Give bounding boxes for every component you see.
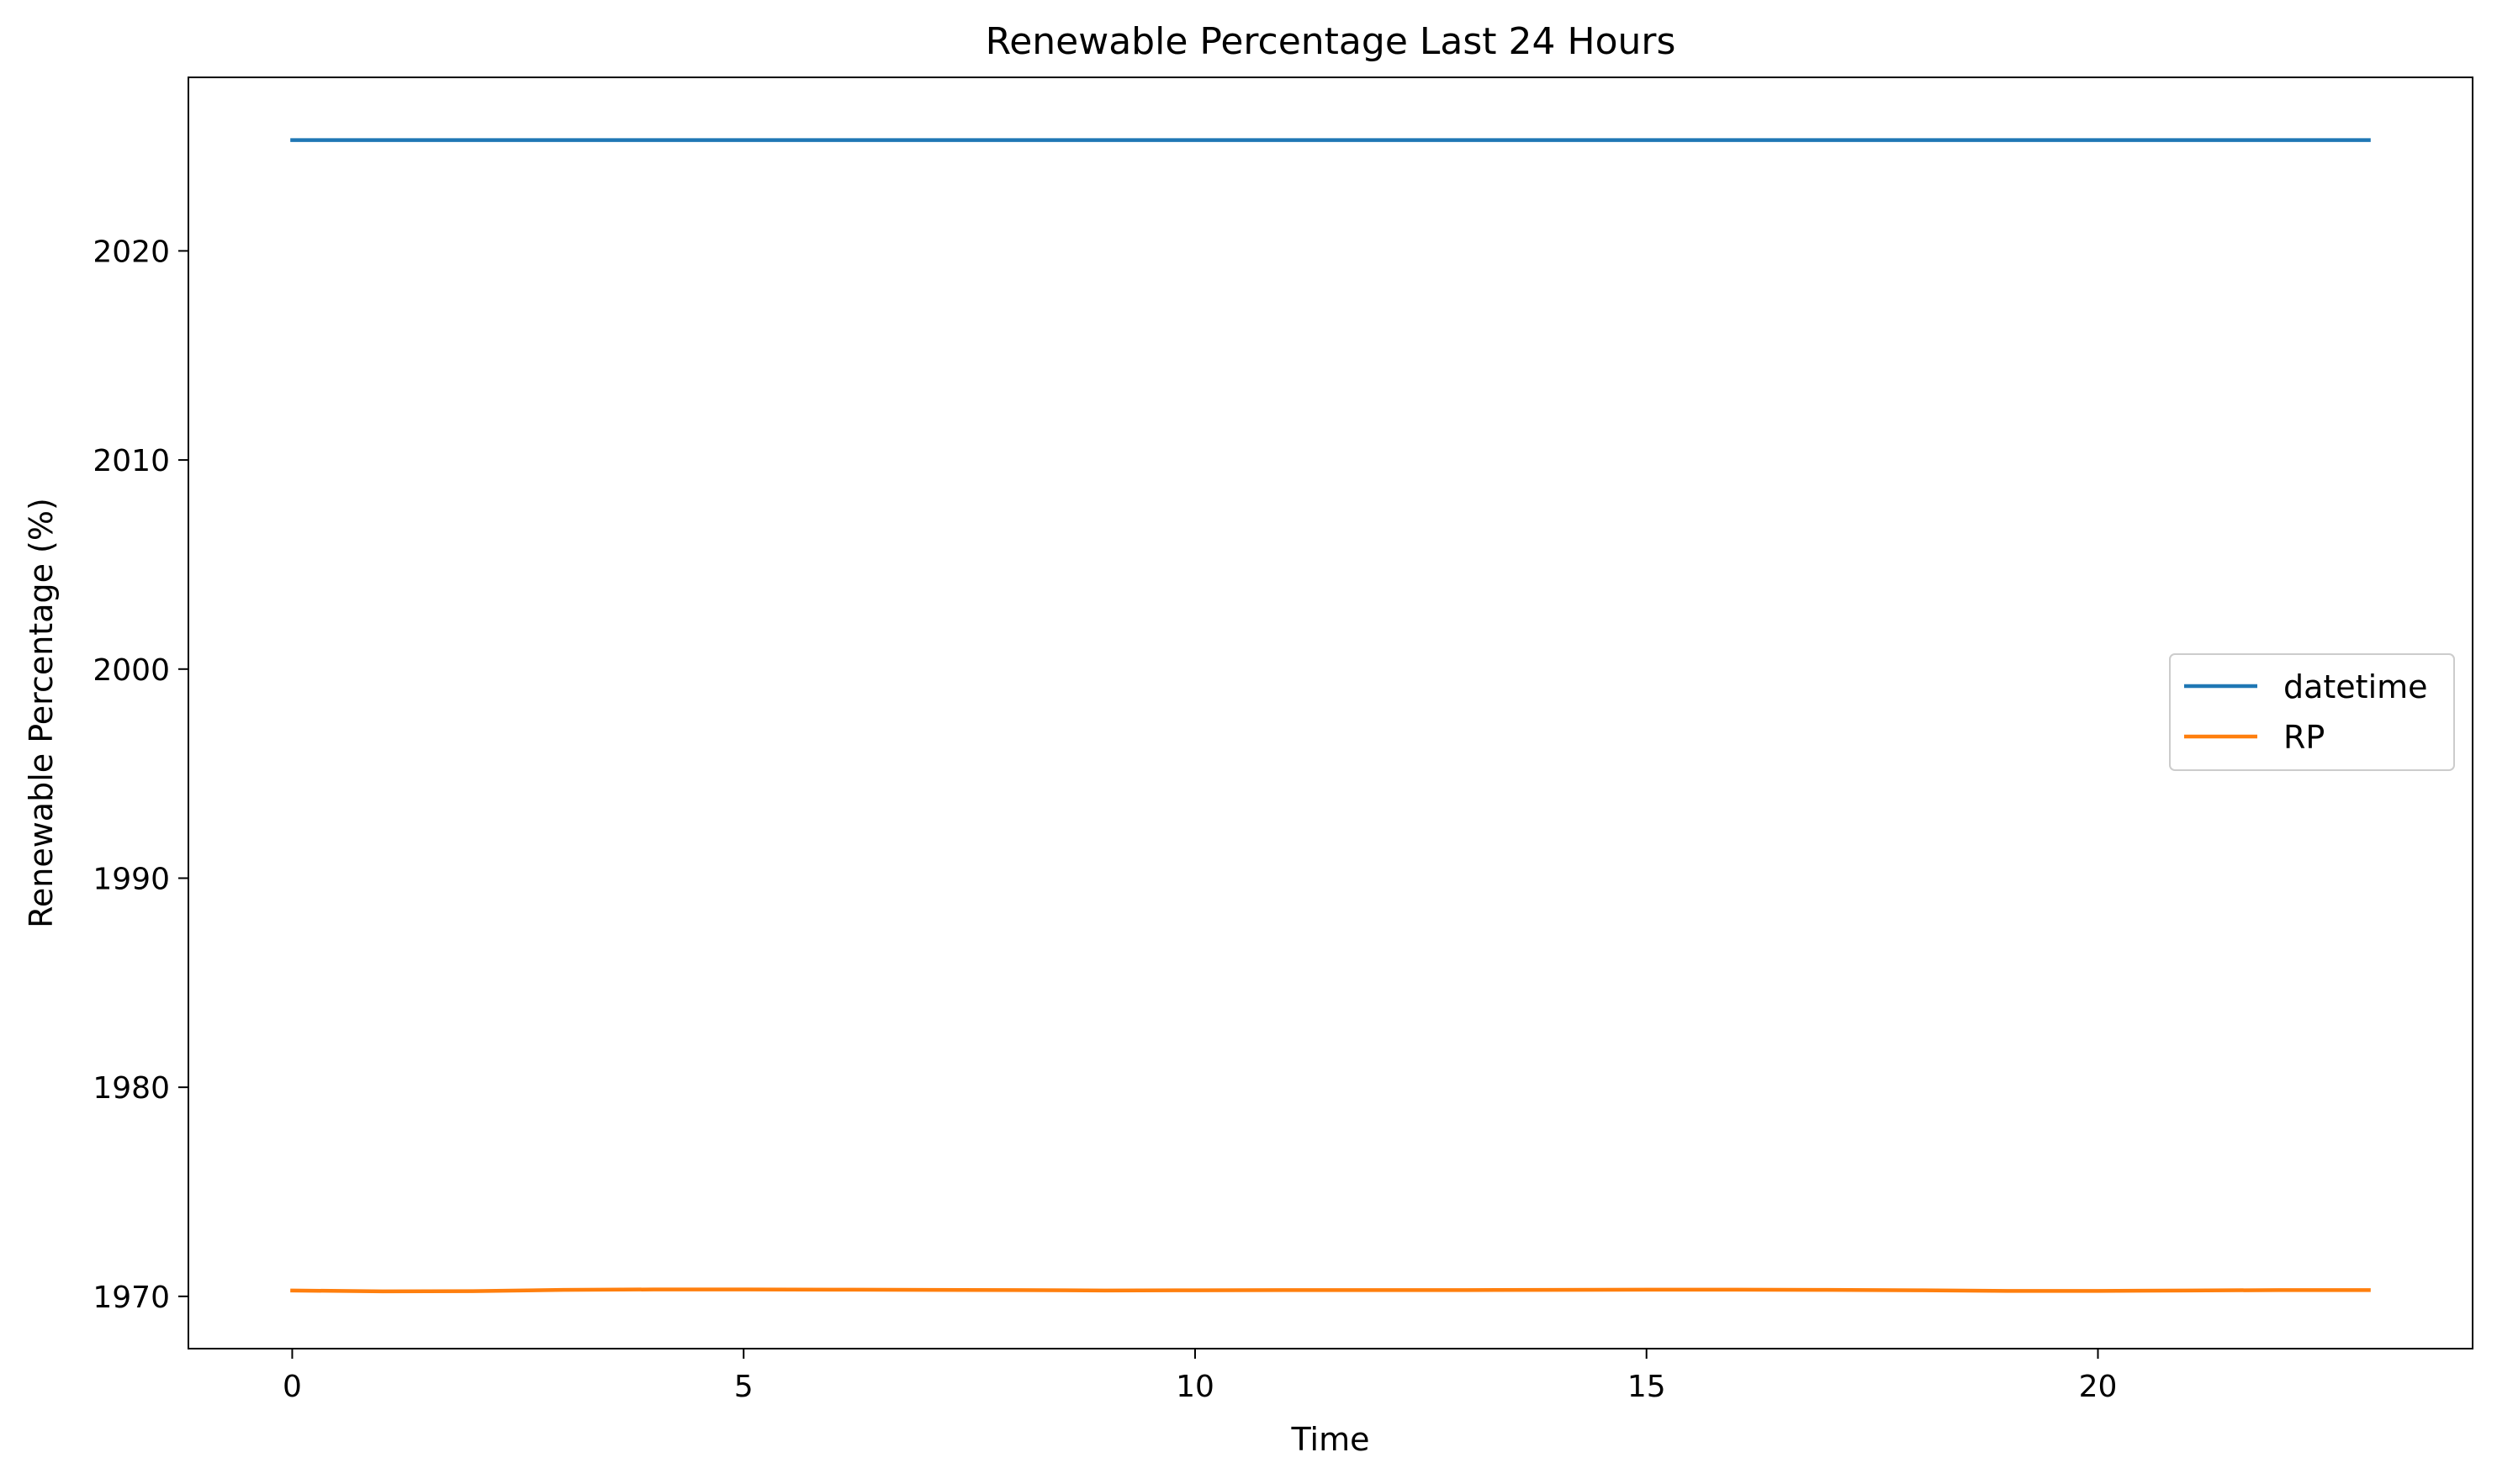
y-tick-label: 1980 [93,1071,170,1106]
plot-frame [188,77,2473,1349]
series-layer [290,138,2371,1294]
y-axis-label: Renewable Percentage (%) [23,498,60,928]
y-tick-label: 2010 [93,444,170,478]
y-tick-label: 2020 [93,235,170,269]
x-tick-label: 20 [2079,1370,2118,1404]
legend-frame [2169,653,2455,771]
y-tick-label: 1990 [93,862,170,896]
x-tick-label: 5 [734,1370,754,1404]
y-tick-label: 2000 [93,653,170,688]
y-tick-label: 1970 [93,1281,170,1315]
x-axis-label: Time [1291,1421,1370,1458]
y-axis-ticks: 1970 1980 1990 2000 2010 2020 [93,235,188,1315]
series-line-rp [290,1287,2371,1294]
x-tick-label: 0 [283,1370,302,1404]
legend-label-rp: RP [2283,719,2325,756]
legend-label-datetime: datetime [2283,668,2428,705]
x-tick-label: 10 [1176,1370,1214,1404]
x-tick-label: 15 [1627,1370,1666,1404]
legend: datetime RP [2169,653,2455,771]
x-axis-ticks: 0 5 10 15 20 [283,1349,2117,1404]
chart-title: Renewable Percentage Last 24 Hours [986,20,1676,63]
